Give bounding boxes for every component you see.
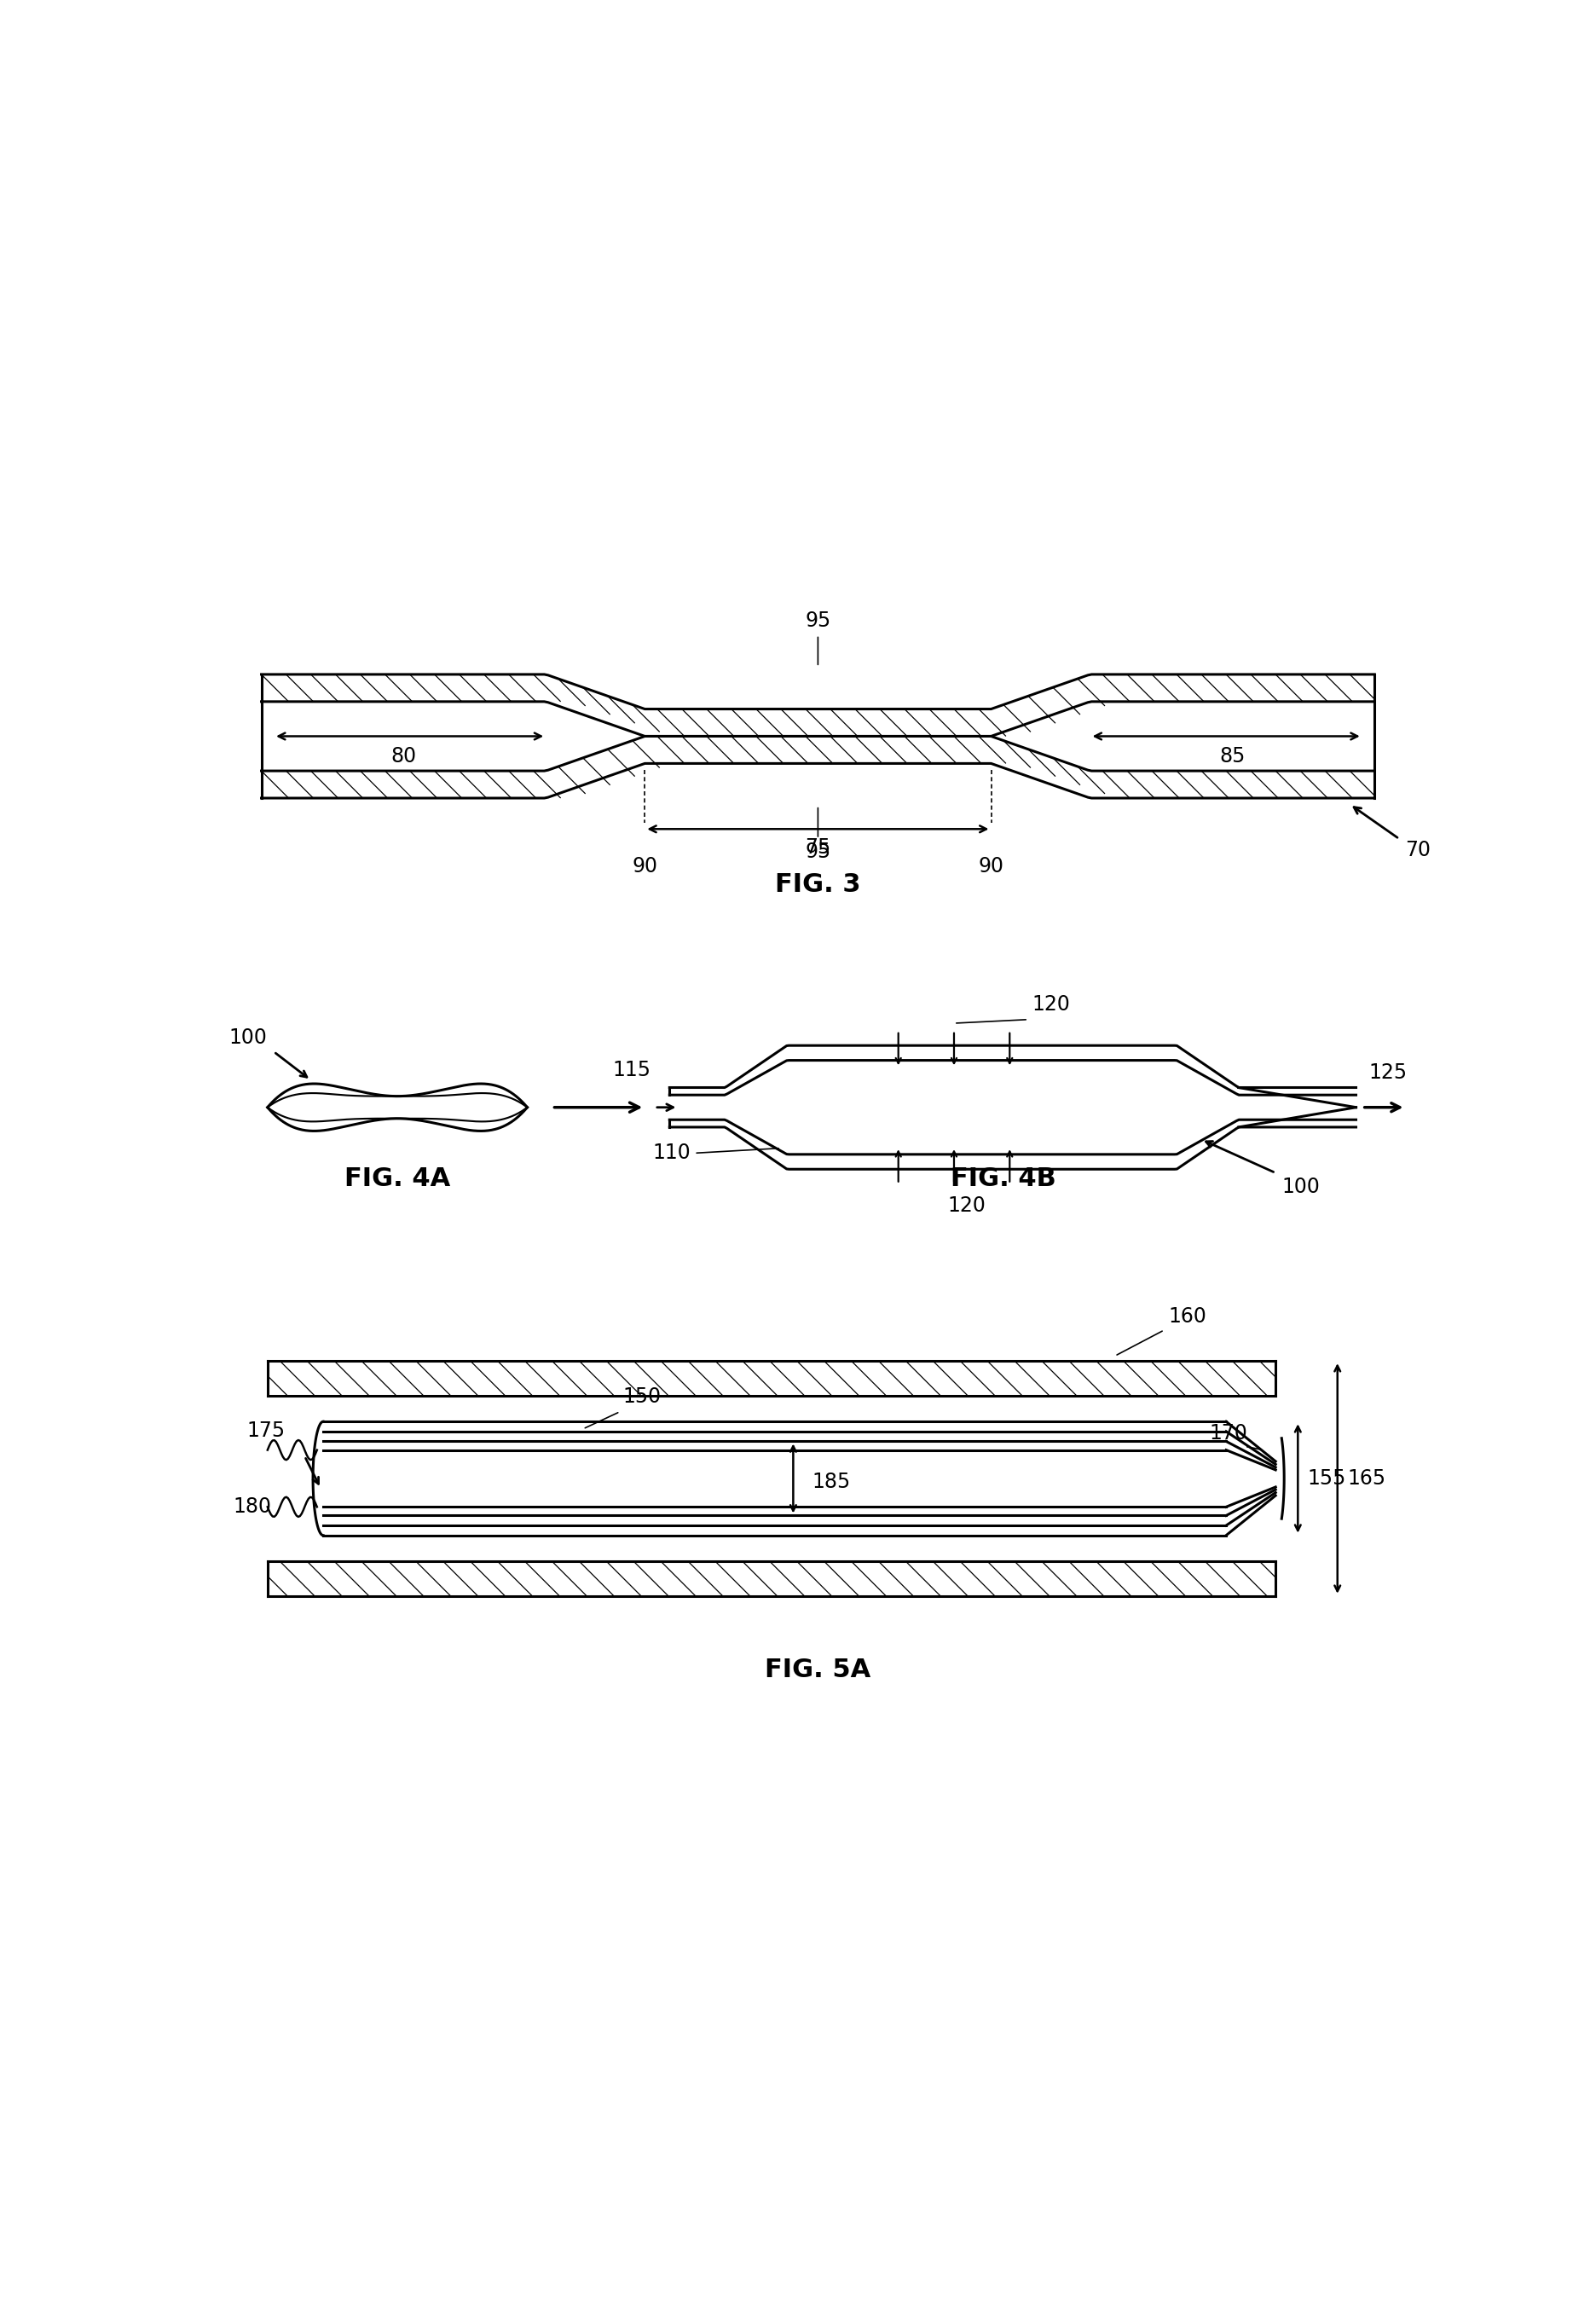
Text: 95: 95 [804,610,832,631]
Text: 115: 115 [613,1059,651,1080]
Text: 150: 150 [622,1386,661,1407]
Text: 85: 85 [1219,746,1245,767]
Text: 185: 185 [812,1472,851,1492]
Text: 95: 95 [804,841,832,861]
Text: FIG. 4B: FIG. 4B [951,1168,1057,1191]
Text: 120: 120 [948,1195,985,1216]
Text: 160: 160 [1168,1306,1207,1327]
Text: FIG. 5A: FIG. 5A [764,1658,871,1683]
Text: 90: 90 [978,857,1004,877]
Text: 165: 165 [1347,1469,1385,1488]
Text: 110: 110 [653,1142,691,1163]
Text: FIG. 3: FIG. 3 [776,873,860,898]
Text: 155: 155 [1307,1469,1347,1488]
Text: 120: 120 [1033,995,1071,1016]
Text: 180: 180 [233,1497,271,1518]
Text: 100: 100 [1282,1177,1320,1198]
Text: 75: 75 [804,838,832,859]
Text: 90: 90 [632,857,658,877]
Text: 80: 80 [391,746,417,767]
Text: 100: 100 [230,1027,268,1048]
Text: 175: 175 [246,1421,284,1442]
Text: FIG. 4A: FIG. 4A [345,1168,450,1191]
Text: 170: 170 [1208,1423,1246,1444]
Text: 70: 70 [1406,841,1432,861]
Text: 125: 125 [1368,1062,1406,1082]
